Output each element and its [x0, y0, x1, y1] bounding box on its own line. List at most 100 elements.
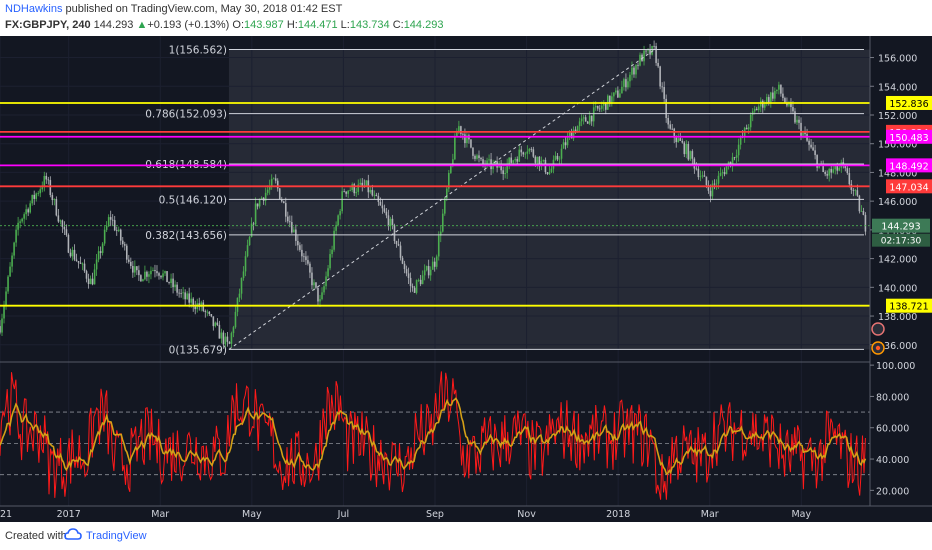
candle-body	[691, 151, 694, 159]
candle-body	[150, 270, 152, 275]
candle-body	[238, 293, 241, 298]
last-price: 144.293	[93, 19, 134, 31]
chart-canvas[interactable]: 1(156.562) 0.786(152.093) 0.618(148.584) 0.…	[0, 36, 932, 522]
candle-body	[582, 117, 585, 119]
candle-body	[510, 157, 513, 163]
candle-body	[3, 305, 5, 319]
time-tick-label: 2018	[606, 509, 630, 520]
candle-body	[206, 311, 209, 313]
footer: Created with TradingView	[0, 522, 932, 550]
candle-body	[745, 127, 748, 130]
tradingview-link[interactable]: TradingView	[86, 530, 147, 542]
candle-body	[297, 240, 299, 246]
candle-body	[385, 211, 388, 216]
fib-trendline[interactable]	[228, 49, 656, 350]
fib-level-label: 0.5(146.120)	[159, 194, 227, 206]
high-value: 144.471	[297, 19, 338, 31]
candle-body	[9, 266, 11, 277]
price-tag-label: 150.483	[889, 133, 928, 144]
candle-body	[780, 84, 782, 94]
countdown-tag: 02:17:30	[881, 237, 922, 247]
candle-body	[395, 241, 398, 245]
candle-body	[794, 111, 796, 123]
osc-tick-label: 20.000	[876, 486, 909, 497]
price-tag-bg	[886, 129, 932, 144]
candle-body	[182, 292, 184, 294]
candle-body	[111, 219, 114, 221]
candle-body	[675, 137, 678, 143]
candle-body	[735, 155, 738, 158]
flag-icon-group[interactable]	[871, 322, 885, 355]
candle-body	[194, 306, 197, 310]
candle-body	[812, 147, 814, 151]
candle-body	[478, 155, 480, 158]
candle-body	[329, 254, 331, 269]
candle-body	[598, 108, 601, 110]
candle-body	[411, 286, 414, 288]
candle-body	[508, 157, 510, 165]
candle-body	[23, 214, 25, 219]
candle-body	[35, 193, 38, 199]
candle-body	[222, 332, 225, 345]
publish-line: NDHawkins published on TradingView.com, …	[5, 3, 342, 15]
candle-body	[580, 118, 583, 122]
price-axis[interactable]: 136.000138.000140.000142.000144.000146.0…	[869, 36, 932, 506]
candle-body	[309, 263, 311, 273]
candle-body	[250, 223, 253, 238]
time-axis[interactable]: 21 2017 Mar May Jul Sep Nov 2018 Mar May	[0, 505, 932, 522]
candle-body	[71, 249, 74, 257]
time-tick-label: May	[242, 509, 262, 520]
candle-body	[631, 67, 633, 75]
candle-body	[7, 276, 9, 292]
candle-body	[168, 282, 170, 284]
candle-body	[214, 322, 217, 327]
candle-body	[848, 173, 851, 185]
candle-body	[524, 153, 527, 155]
candle-body	[146, 271, 148, 277]
candle-body	[705, 176, 708, 186]
candle-body	[103, 229, 106, 244]
candle-body	[649, 49, 651, 55]
fib-level-label: 0(135.679)	[169, 344, 227, 356]
symbol-label[interactable]: FX:GBPJPY, 240	[5, 19, 91, 31]
candle-body	[437, 235, 440, 257]
candle-body	[39, 189, 42, 194]
candle-body	[566, 136, 569, 146]
candle-body	[439, 231, 442, 236]
candle-body	[522, 152, 525, 155]
candle-body	[278, 188, 281, 200]
candle-body	[731, 157, 734, 167]
candle-body	[613, 92, 615, 97]
candle-body	[25, 209, 27, 215]
candle-body	[311, 272, 313, 286]
candle-body	[546, 172, 549, 174]
candle-body	[123, 244, 126, 246]
candle-body	[627, 81, 629, 88]
candle-body	[47, 179, 50, 181]
candle-body	[105, 225, 108, 230]
horizontal-lines[interactable]	[0, 102, 886, 307]
time-tick-label: 21	[0, 509, 12, 520]
price-tick-label: 140.000	[878, 283, 917, 294]
candle-body	[339, 211, 341, 216]
created-with-text: Created with	[5, 530, 67, 542]
author-link[interactable]: NDHawkins	[5, 3, 63, 15]
candle-body	[751, 111, 754, 115]
candle-body	[81, 263, 84, 265]
fib-retracement[interactable]: 1(156.562)0.786(152.093)0.618(148.584)0.…	[145, 44, 864, 356]
candle-body	[790, 102, 792, 108]
chart-svg[interactable]: 1(156.562)0.786(152.093)0.618(148.584)0.…	[0, 36, 932, 522]
candle-body	[130, 261, 132, 266]
price-tags: 152.836150.824150.483148.492147.034138.7…	[872, 95, 932, 313]
fib-level-label: 0.786(152.093)	[145, 109, 227, 121]
candle-body	[301, 249, 303, 257]
candle-body	[152, 270, 154, 271]
uk-flag-icon[interactable]	[871, 322, 885, 336]
candle-body	[347, 190, 349, 194]
candle-body	[369, 189, 372, 193]
candle-body	[757, 106, 760, 111]
jp-flag-dot-icon	[875, 345, 881, 351]
candle-body	[645, 50, 647, 52]
candle-body	[204, 310, 207, 312]
